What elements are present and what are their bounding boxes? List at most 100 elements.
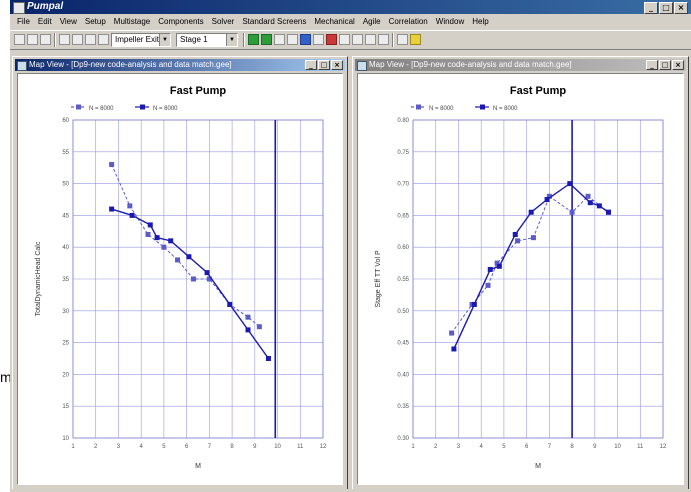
right-map-window[interactable]: Map View - [Dp9-new code-analysis and da… xyxy=(352,56,689,490)
minimize-button[interactable]: _ xyxy=(646,60,658,70)
toolbar: Impeller Exit ▼ Stage 1 ▼ xyxy=(10,30,691,50)
data-point xyxy=(546,193,552,199)
data-point xyxy=(585,193,591,199)
map-icon[interactable] xyxy=(326,34,337,45)
data-point xyxy=(175,257,181,263)
data-point xyxy=(190,276,196,282)
right-window-title-bar[interactable]: Map View - [Dp9-new code-analysis and da… xyxy=(355,59,686,71)
right-window-title: Map View - [Dp9-new code-analysis and da… xyxy=(369,60,572,69)
compare-icon[interactable] xyxy=(339,34,350,45)
data-point xyxy=(496,263,502,269)
step-icon[interactable] xyxy=(261,34,272,45)
left-window-title-bar[interactable]: Map View - [Dp9-new code-analysis and da… xyxy=(15,59,345,71)
cut-icon[interactable] xyxy=(72,34,83,45)
y-tick-label: 45 xyxy=(62,213,69,219)
table-icon[interactable] xyxy=(313,34,324,45)
y-tick-label: 0.50 xyxy=(397,309,409,315)
close-button[interactable]: × xyxy=(674,2,688,14)
menu-help[interactable]: Help xyxy=(472,16,489,26)
menu-file[interactable]: File xyxy=(17,16,30,26)
y-tick-label: 60 xyxy=(62,118,69,124)
menu-view[interactable]: View xyxy=(59,16,77,26)
menu-correlation[interactable]: Correlation xyxy=(388,16,428,26)
x-tick-label: 7 xyxy=(548,444,552,450)
close-button[interactable]: × xyxy=(331,60,343,70)
legend-label: N = 8000 xyxy=(429,106,454,112)
menu-mechanical[interactable]: Mechanical xyxy=(314,16,355,26)
maximize-button[interactable]: □ xyxy=(659,2,673,14)
stage-combo[interactable]: Stage 1 ▼ xyxy=(176,33,238,47)
menu-solver[interactable]: Solver xyxy=(211,16,235,26)
data-point xyxy=(109,206,115,212)
open-icon[interactable] xyxy=(27,34,38,45)
x-tick-label: 1 xyxy=(71,444,75,450)
menu-standard-screens[interactable]: Standard Screens xyxy=(242,16,307,26)
x-axis-label: M xyxy=(535,463,541,470)
plot-frame xyxy=(412,119,664,439)
menu-edit[interactable]: Edit xyxy=(37,16,52,26)
undo-icon[interactable] xyxy=(365,34,376,45)
x-tick-label: 11 xyxy=(297,444,304,450)
maximize-button[interactable]: □ xyxy=(318,60,330,70)
settings-icon[interactable] xyxy=(397,34,408,45)
left-window-title: Map View - [Dp9-new code-analysis and da… xyxy=(29,60,232,69)
x-tick-label: 9 xyxy=(593,444,597,450)
x-tick-label: 8 xyxy=(570,444,574,450)
help-icon[interactable] xyxy=(410,34,421,45)
x-tick-label: 7 xyxy=(208,444,212,450)
legend-marker xyxy=(416,104,421,110)
chevron-down-icon[interactable]: ▼ xyxy=(226,34,237,46)
data-point xyxy=(206,276,212,282)
chart-title: Fast Pump xyxy=(170,85,227,97)
data-point xyxy=(451,346,457,352)
redo-icon[interactable] xyxy=(378,34,389,45)
legend-marker xyxy=(140,104,145,110)
chevron-down-icon[interactable]: ▼ xyxy=(159,34,170,46)
data-point xyxy=(147,222,153,228)
window-controls: _ □ × xyxy=(305,60,343,70)
minimize-button[interactable]: _ xyxy=(644,2,658,14)
data-point xyxy=(530,235,536,241)
chart-icon[interactable] xyxy=(287,34,298,45)
close-button[interactable]: × xyxy=(672,60,684,70)
impeller-combo[interactable]: Impeller Exit ▼ xyxy=(111,33,171,47)
data-point xyxy=(245,327,251,333)
series-line xyxy=(451,195,609,334)
menu-setup[interactable]: Setup xyxy=(84,16,106,26)
left-map-window[interactable]: Map View - [Dp9-new code-analysis and da… xyxy=(12,56,348,490)
save-icon[interactable] xyxy=(40,34,51,45)
copy-icon[interactable] xyxy=(85,34,96,45)
menu-agile[interactable]: Agile xyxy=(362,16,381,26)
data-point xyxy=(471,301,477,307)
paste-icon[interactable] xyxy=(98,34,109,45)
menu-multistage[interactable]: Multistage xyxy=(113,16,151,26)
x-tick-label: 6 xyxy=(185,444,189,450)
window-controls: _ □ × xyxy=(644,2,688,14)
window-controls: _ □ × xyxy=(646,60,684,70)
data-point xyxy=(587,200,593,206)
data-point xyxy=(109,162,115,168)
left-chart-area: Fast Pump N = 8000 N = 8000 1 2 3 4 5 6 7 8 9 10 11 12… xyxy=(17,73,343,485)
menu-window[interactable]: Window xyxy=(435,16,465,26)
data-point xyxy=(485,282,491,288)
app-title: Pumpal xyxy=(27,1,64,12)
minimize-button[interactable]: _ xyxy=(305,60,317,70)
data-point xyxy=(161,244,167,250)
menu-components[interactable]: Components xyxy=(158,16,204,26)
print-icon[interactable] xyxy=(59,34,70,45)
toolbar-separator xyxy=(54,33,56,47)
maximize-button[interactable]: □ xyxy=(659,60,671,70)
side-label: m xyxy=(0,369,12,385)
x-tick-label: 10 xyxy=(274,444,281,450)
data-point xyxy=(512,231,518,237)
new-icon[interactable] xyxy=(14,34,25,45)
info-icon[interactable] xyxy=(274,34,285,45)
run-icon[interactable] xyxy=(248,34,259,45)
data-point xyxy=(145,231,151,237)
x-tick-label: 6 xyxy=(525,444,529,450)
data-point xyxy=(186,254,192,260)
grid-icon[interactable] xyxy=(300,34,311,45)
legend-label: N = 8000 xyxy=(493,106,518,112)
data-point xyxy=(544,197,550,202)
zoom-icon[interactable] xyxy=(352,34,363,45)
